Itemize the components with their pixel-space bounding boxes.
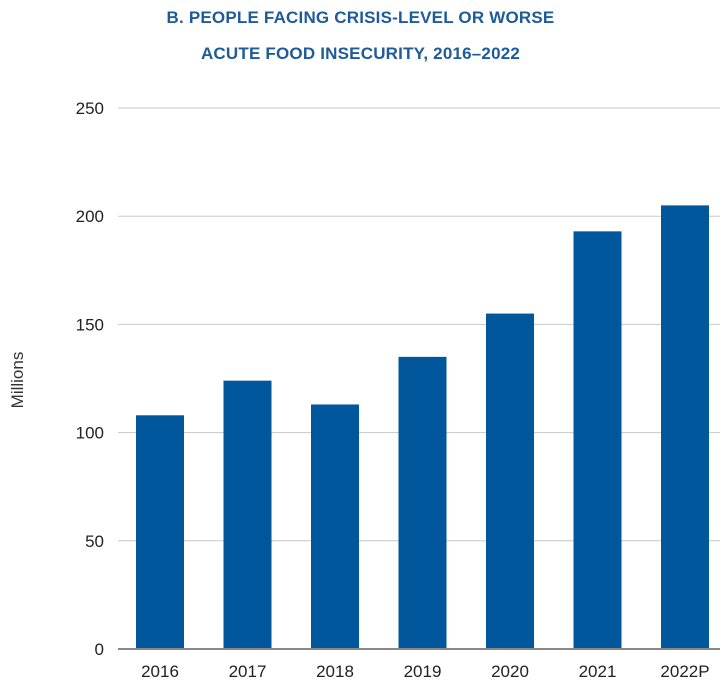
y-tick-label: 150 bbox=[76, 315, 104, 334]
x-tick-label: 2017 bbox=[229, 662, 267, 681]
y-tick-label: 50 bbox=[85, 532, 104, 551]
y-tick-label: 250 bbox=[76, 99, 104, 118]
bar-2017 bbox=[223, 380, 272, 649]
y-tick-label: 200 bbox=[76, 207, 104, 226]
bar-2021 bbox=[573, 231, 622, 649]
chart-title-line-1: B. PEOPLE FACING CRISIS-LEVEL OR WORSE bbox=[166, 8, 555, 27]
y-tick-label: 0 bbox=[95, 640, 104, 659]
x-tick-label: 2020 bbox=[491, 662, 529, 681]
bar-2022P bbox=[661, 205, 709, 649]
x-tick-labels: 2016 2017 2018 2019 2020 2021 2022P bbox=[141, 662, 710, 681]
x-tick-label: 2018 bbox=[316, 662, 354, 681]
chart-title-line-2: ACUTE FOOD INSECURITY, 2016–2022 bbox=[200, 44, 521, 63]
x-tick-label: 2021 bbox=[579, 662, 617, 681]
x-tick-label: 2016 bbox=[141, 662, 179, 681]
bar-2019 bbox=[398, 356, 447, 649]
bar-2018 bbox=[311, 404, 359, 649]
bar-2020 bbox=[486, 313, 534, 649]
x-tick-label: 2022P bbox=[660, 662, 709, 681]
bar-2016 bbox=[136, 415, 184, 649]
y-axis-label: Millions bbox=[8, 352, 27, 409]
y-tick-label: 100 bbox=[76, 424, 104, 443]
y-tick-labels: 0 50 100 150 200 250 bbox=[76, 99, 104, 659]
x-tick-label: 2019 bbox=[404, 662, 442, 681]
bars bbox=[136, 205, 709, 649]
